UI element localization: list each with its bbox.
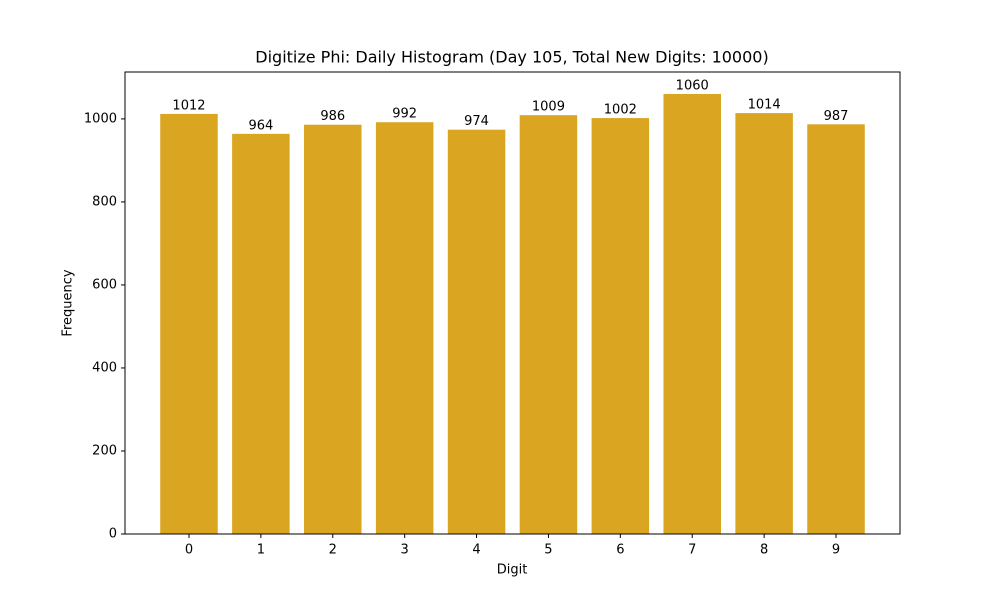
- value-label: 1060: [676, 79, 709, 94]
- y-tick-label: 200: [92, 443, 117, 458]
- value-label: 1009: [532, 100, 565, 115]
- value-label: 974: [464, 114, 489, 129]
- x-axis-label: Digit: [497, 563, 528, 578]
- bar: [447, 129, 506, 534]
- x-tick-label: 5: [544, 543, 552, 558]
- value-label: 964: [248, 118, 273, 133]
- x-tick-label: 7: [688, 543, 696, 558]
- x-tick-label: 9: [832, 543, 840, 558]
- y-tick-label: 0: [109, 527, 117, 542]
- x-tick-label: 1: [257, 543, 265, 558]
- value-label: 1012: [172, 98, 205, 113]
- bar: [232, 133, 290, 534]
- bar: [663, 94, 721, 534]
- x-tick-label: 4: [472, 543, 480, 558]
- y-tick-label: 1000: [84, 111, 117, 126]
- value-label: 1002: [604, 103, 637, 118]
- y-tick-label: 600: [92, 277, 117, 292]
- bar: [375, 122, 434, 535]
- bar: [160, 113, 218, 534]
- value-label: 1014: [748, 98, 781, 113]
- bar: [304, 124, 362, 534]
- x-tick-label: 2: [329, 543, 337, 558]
- plot-frame: [124, 71, 901, 535]
- bar: [591, 118, 650, 534]
- value-label: 987: [824, 109, 849, 124]
- x-tick-label: 3: [401, 543, 409, 558]
- bar: [735, 113, 793, 535]
- bar: [807, 124, 865, 535]
- chart-title: Digitize Phi: Daily Histogram (Day 105, …: [255, 48, 768, 67]
- value-label: 992: [392, 107, 417, 122]
- y-axis-label: Frequency: [61, 269, 76, 336]
- value-label: 986: [320, 109, 345, 124]
- y-tick-label: 400: [92, 360, 117, 375]
- x-tick-label: 8: [760, 543, 768, 558]
- x-tick-label: 6: [616, 543, 624, 558]
- x-tick-label: 0: [185, 543, 193, 558]
- y-tick-label: 800: [92, 194, 117, 209]
- bar: [519, 115, 578, 535]
